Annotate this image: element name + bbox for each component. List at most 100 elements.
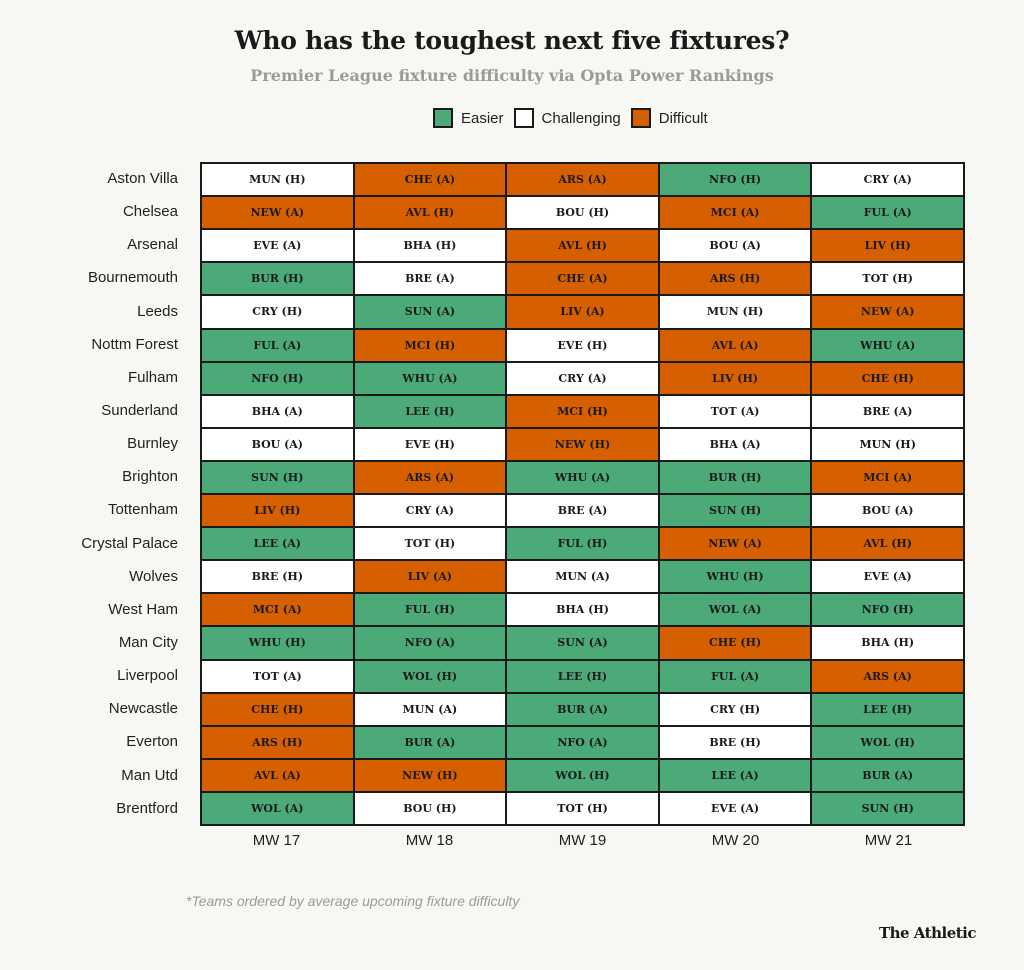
legend-label-difficult: Difficult [658,109,708,127]
team-label: Man Utd [121,766,178,784]
fixture-cell-challenging: MUN (H) [659,296,811,328]
fixture-cell-difficult: ARS (H) [659,263,811,295]
fixture-cell-challenging: TOT (H) [354,528,506,560]
fixture-cell-easier: WHU (A) [507,461,658,493]
fixture-cell-challenging: BRE (A) [812,395,963,427]
fixture-cell-difficult: AVL (H) [507,230,658,262]
fixture-cell-difficult: CHE (H) [812,362,963,394]
fixture-cell-difficult: AVL (H) [354,197,506,229]
fixture-cell-challenging: TOT (A) [659,395,811,427]
chart-title: Who has the toughest next five fixtures? [234,26,790,55]
fixture-cell-difficult: CHE (H) [659,627,811,659]
fixture-cell-challenging: BHA (H) [354,230,506,262]
team-label: Man City [118,633,178,651]
matchweek-labels: MW 17 MW 18 MW 19 MW 20 MW 21 [200,832,965,849]
team-label: Tottenham [107,501,178,519]
fixture-cell-easier: FUL (H) [354,594,506,626]
fixture-cell-challenging: BHA (A) [659,428,811,460]
fixture-cell-easier: NFO (A) [354,627,506,659]
fixture-cell-challenging: BOU (H) [354,792,506,824]
fixture-cell-easier: BUR (A) [354,726,506,758]
matchweek-label: MW 18 [405,832,454,849]
fixture-cell-challenging: BRE (H) [202,561,353,593]
fixture-cell-easier: FUL (A) [812,197,963,229]
fixture-cell-easier: WOL (A) [202,792,353,824]
fixture-cell-easier: WHU (A) [812,329,963,361]
fixture-cell-challenging: BRE (A) [354,263,506,295]
team-label: Arsenal [127,236,178,254]
team-label: Burnley [127,435,178,453]
fixture-cell-challenging: TOT (A) [202,660,353,692]
team-label: Chelsea [122,203,178,221]
fixture-cell-easier: LEE (H) [812,693,963,725]
fixture-cell-challenging: BRE (H) [659,726,811,758]
fixture-cell-easier: BUR (A) [812,759,963,791]
fixture-cell-easier: NFO (A) [507,726,658,758]
fixture-cell-challenging: BHA (H) [812,627,963,659]
fixture-cell-easier: BUR (H) [202,263,353,295]
fixture-cell-challenging: MUN (A) [354,693,506,725]
fixture-cell-difficult: ARS (H) [202,726,353,758]
team-label: Brighton [122,468,178,486]
fixture-cell-challenging: CRY (H) [202,296,353,328]
fixture-cell-easier: LEE (H) [507,660,658,692]
team-label: Liverpool [117,667,178,685]
fixture-cell-easier: SUN (H) [202,461,353,493]
fixture-cell-easier: BUR (H) [659,461,811,493]
fixture-cell-easier: WOL (H) [507,759,658,791]
matchweek-label: MW 19 [558,832,607,849]
fixture-cell-challenging: CRY (H) [659,693,811,725]
fixture-cell-challenging: BHA (A) [202,395,353,427]
fixture-cell-difficult: NEW (H) [354,759,506,791]
fixture-cell-difficult: LIV (H) [812,230,963,262]
fixture-cell-difficult: MCI (H) [507,395,658,427]
fixture-cell-challenging: CRY (A) [812,164,963,196]
fixture-cell-challenging: EVE (H) [354,428,506,460]
team-label: Aston Villa [107,170,178,187]
fixture-cell-challenging: EVE (A) [812,561,963,593]
the-athletic-logo: The Athletic [878,924,977,942]
fixture-cell-difficult: NEW (H) [507,428,658,460]
fixture-cell-challenging: EVE (A) [659,792,811,824]
matchweek-label: MW 21 [864,832,913,849]
fixture-cell-difficult: ARS (A) [812,660,963,692]
fixture-cell-easier: SUN (H) [659,495,811,527]
team-labels: Aston Villa Chelsea Arsenal Bournemouth Leed… [0,162,178,825]
team-label: Nottm Forest [91,335,178,353]
team-label: Fulham [127,368,178,386]
legend-swatch-difficult [630,108,651,128]
fixture-cell-easier: NFO (H) [812,594,963,626]
team-label: Crystal Palace [81,534,178,552]
fixture-cell-challenging: EVE (H) [507,329,658,361]
fixture-cell-difficult: LIV (A) [354,561,506,593]
fixture-cell-difficult: LIV (H) [202,495,353,527]
fixture-cell-challenging: BOU (A) [202,428,353,460]
fixture-cell-challenging: TOT (H) [812,263,963,295]
fixture-cell-challenging: CRY (A) [354,495,506,527]
fixture-cell-difficult: LIV (A) [507,296,658,328]
fixture-cell-easier: SUN (H) [812,792,963,824]
fixture-cell-challenging: TOT (H) [507,792,658,824]
legend-label-easier: Easier [461,109,504,127]
fixture-cell-easier: LEE (A) [202,528,353,560]
fixture-cell-challenging: MUN (H) [812,428,963,460]
fixture-cell-challenging: BOU (A) [659,230,811,262]
fixture-cell-easier: SUN (A) [354,296,506,328]
team-label: Wolves [129,567,178,585]
fixture-cell-easier: WOL (H) [354,660,506,692]
fixture-cell-easier: FUL (H) [507,528,658,560]
fixture-cell-challenging: MUN (A) [507,561,658,593]
fixture-cell-easier: LEE (H) [354,395,506,427]
fixture-grid: MUN (H) CHE (A) ARS (A) NFO (H) CRY (A) NEW (… [200,162,965,826]
legend: Easier Challenging Difficult [433,108,718,128]
fixture-cell-difficult: MCI (H) [354,329,506,361]
chart-subtitle: Premier League fixture difficulty via Op… [250,66,774,85]
team-label: Everton [126,733,178,751]
fixture-cell-difficult: CHE (A) [354,164,506,196]
team-label: Bournemouth [87,269,178,287]
fixture-cell-difficult: CHE (H) [202,693,353,725]
fixture-cell-challenging: MUN (H) [202,164,353,196]
fixture-cell-difficult: AVL (A) [202,759,353,791]
fixture-cell-easier: NFO (H) [659,164,811,196]
legend-swatch-easier [433,108,453,128]
